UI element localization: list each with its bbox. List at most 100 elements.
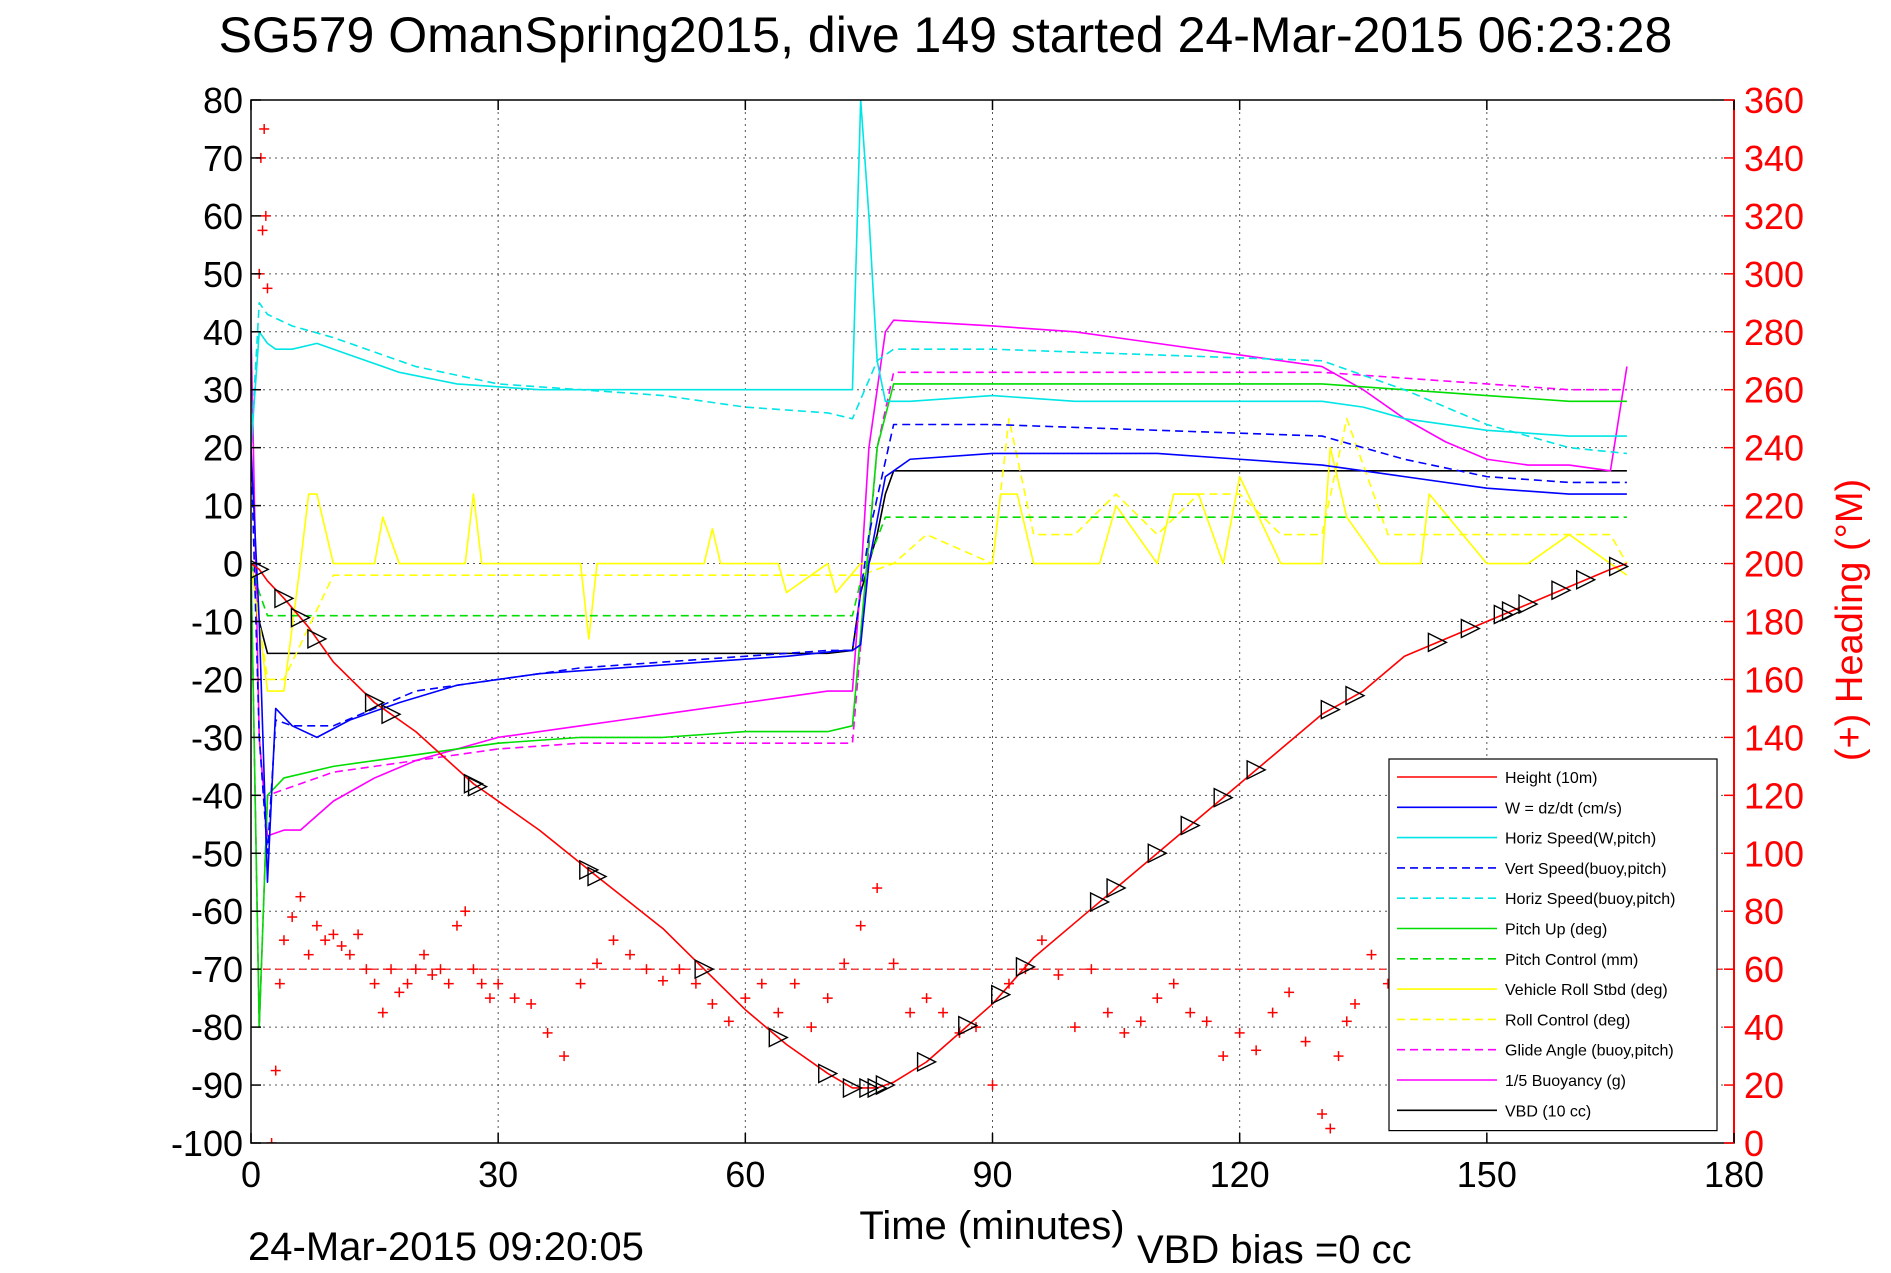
heading-marker — [1284, 987, 1295, 998]
series-glide-angle-buoy-pitch — [251, 371, 1627, 1028]
heading-marker — [1234, 1027, 1245, 1038]
height-marker — [1320, 699, 1341, 720]
heading-marker — [674, 964, 685, 975]
legend: Height (10m) W = dz/dt (cm/s) Horiz Speed(… — [1388, 758, 1718, 1132]
heading-marker — [278, 935, 289, 946]
heading-marker — [361, 964, 372, 975]
heading-marker — [624, 949, 635, 960]
heading-marker — [806, 1022, 817, 1033]
heading-marker — [311, 920, 322, 931]
y-right-tick-label: 340 — [1744, 138, 1804, 179]
chart-title: SG579 OmanSpring2015, dive 149 started 2… — [218, 7, 1673, 63]
y-right-tick-label: 160 — [1744, 659, 1804, 700]
heading-marker — [526, 998, 537, 1009]
height-marker — [1575, 569, 1597, 590]
y-right-tick-label: 100 — [1744, 833, 1804, 874]
y-left-tick-label: 30 — [203, 370, 243, 411]
heading-marker — [484, 993, 495, 1004]
heading-marker — [592, 958, 603, 969]
heading-marker — [274, 978, 285, 989]
height-marker — [1246, 759, 1267, 780]
heading-marker — [451, 920, 462, 931]
heading-marker — [295, 891, 306, 902]
heading-marker — [690, 978, 701, 989]
y-left-tick-label: 40 — [203, 312, 243, 353]
series-roll-control-deg — [251, 417, 1628, 681]
heading-marker — [542, 1027, 553, 1038]
heading-marker — [443, 978, 454, 989]
heading-marker — [723, 1016, 734, 1027]
legend-label: Height (10m) — [1505, 770, 1597, 787]
heading-marker — [1102, 1007, 1113, 1018]
y-left-tick-label: -70 — [191, 949, 243, 990]
heading-marker — [270, 1065, 281, 1076]
heading-marker — [1119, 1027, 1130, 1038]
heading-marker — [320, 935, 331, 946]
y-right-tick-label: 80 — [1744, 891, 1784, 932]
heading-marker — [1267, 1007, 1278, 1018]
y-left-tick-label: -80 — [191, 1007, 243, 1048]
x-tick-label: 120 — [1210, 1154, 1270, 1195]
height-marker — [579, 859, 600, 880]
y-right-tick-label: 60 — [1744, 949, 1784, 990]
heading-marker — [938, 1007, 949, 1018]
heading-marker — [773, 1007, 784, 1018]
heading-marker — [353, 929, 364, 940]
heading-marker — [419, 949, 430, 960]
height-marker — [381, 704, 402, 725]
y-right-tick-label: 240 — [1744, 428, 1804, 469]
height-marker — [958, 1015, 979, 1036]
heading-marker — [402, 978, 413, 989]
heading-marker — [1168, 978, 1179, 989]
heading-marker — [427, 969, 438, 980]
height-marker — [694, 959, 715, 980]
legend-box — [1388, 758, 1718, 1132]
heading-marker — [1135, 1016, 1146, 1027]
height-marker — [842, 1077, 864, 1099]
heading-marker — [905, 1007, 916, 1018]
heading-marker — [394, 987, 405, 998]
heading-marker — [839, 958, 850, 969]
heading-marker — [259, 123, 270, 134]
heading-marker — [921, 993, 932, 1004]
heading-marker — [1317, 1109, 1328, 1120]
heading-marker — [1325, 1123, 1336, 1134]
height-marker — [1460, 618, 1481, 639]
series-pitch-up-deg — [251, 383, 1627, 1028]
heading-marker — [410, 964, 421, 975]
legend-label: Horiz Speed(buoy,pitch) — [1505, 891, 1675, 908]
heading-marker — [1251, 1045, 1262, 1056]
x-tick-label: 0 — [241, 1154, 261, 1195]
height-marker — [916, 1051, 938, 1073]
y-left-tick-label: -50 — [191, 833, 243, 874]
height-marker — [1180, 815, 1201, 836]
y-left-tick-label: 60 — [203, 196, 243, 237]
heading-marker — [740, 993, 751, 1004]
heading-marker — [1201, 1016, 1212, 1027]
y-right-tick-label: 300 — [1744, 254, 1804, 295]
vbd-bias-label: VBD bias =0 cc — [1137, 1228, 1412, 1272]
series-horiz-speed-w-pitch — [251, 100, 1627, 448]
legend-label: Horiz Speed(W,pitch) — [1505, 831, 1656, 848]
heading-marker — [1053, 969, 1064, 980]
height-marker — [1501, 600, 1523, 622]
heading-marker — [1350, 998, 1361, 1009]
end-time-label: 24-Mar-2015 09:20:05 — [248, 1225, 644, 1269]
heading-marker — [1366, 949, 1377, 960]
series-pitch-control-mm — [251, 516, 1627, 617]
heading-marker — [344, 949, 355, 960]
height-marker — [307, 628, 328, 650]
heading-marker — [509, 993, 520, 1004]
heading-marker — [1086, 964, 1097, 975]
heading-marker — [476, 978, 487, 989]
x-axis: 0 30 60 90 120 150 180 — [241, 100, 1764, 1195]
plot-area — [251, 100, 1734, 1143]
height-marker — [1213, 787, 1234, 808]
heading-marker — [328, 929, 339, 940]
heading-marker — [1003, 978, 1014, 989]
y-right-tick-label: 20 — [1744, 1065, 1784, 1106]
height-marker — [587, 866, 608, 887]
x-tick-label: 60 — [725, 1154, 765, 1195]
legend-label: W = dz/dt (cm/s) — [1505, 800, 1622, 817]
